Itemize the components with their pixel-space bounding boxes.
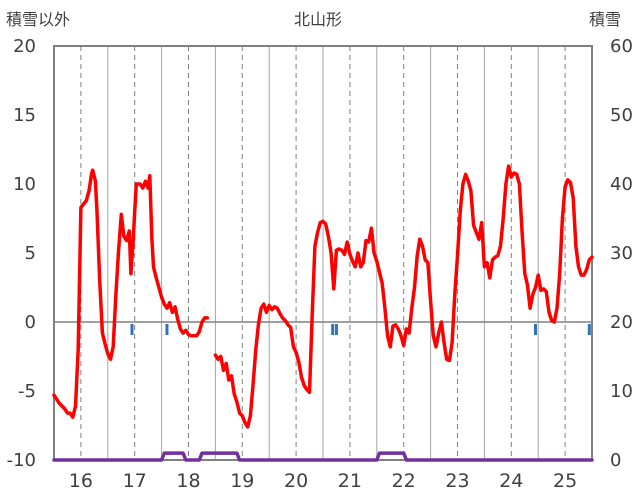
- y-tick-right: 20: [610, 312, 633, 333]
- y-tick-left: -5: [18, 381, 36, 402]
- snow-depth-line: [52, 451, 594, 462]
- precip-mark: [334, 324, 338, 335]
- temperature-line: [52, 168, 210, 419]
- y-tick-right: 60: [610, 36, 633, 57]
- y-tick-right: 10: [610, 381, 633, 402]
- right-axis-title: 積雪: [589, 10, 622, 29]
- x-tick: 18: [176, 470, 200, 492]
- x-tick: 19: [230, 470, 254, 492]
- left-axis-title: 積雪以外: [6, 10, 71, 29]
- precip-mark: [587, 324, 591, 335]
- precip-mark: [534, 324, 538, 335]
- y-tick-right: 50: [610, 105, 633, 126]
- x-tick: 17: [123, 470, 147, 492]
- y-tick-left: 0: [25, 312, 36, 333]
- y-tick-right: 40: [610, 174, 633, 195]
- y-tick-left: 20: [13, 36, 36, 57]
- x-tick: 16: [69, 470, 93, 492]
- x-tick: 22: [392, 470, 416, 492]
- precip-mark: [165, 324, 169, 335]
- temperature-line: [213, 164, 594, 429]
- x-tick: 20: [284, 470, 308, 492]
- precip-mark: [331, 324, 335, 335]
- x-tick: 25: [553, 470, 577, 492]
- y-tick-left: -10: [7, 450, 36, 471]
- y-tick-left: 15: [13, 105, 36, 126]
- x-tick: 21: [338, 470, 362, 492]
- chart-title: 北山形: [293, 10, 342, 29]
- y-tick-left: 5: [25, 243, 36, 264]
- precip-mark: [130, 324, 134, 335]
- y-tick-right: 30: [610, 243, 633, 264]
- y-tick-right: 0: [610, 450, 621, 471]
- x-tick: 24: [499, 470, 523, 492]
- y-tick-left: 10: [13, 174, 36, 195]
- x-tick: 23: [445, 470, 469, 492]
